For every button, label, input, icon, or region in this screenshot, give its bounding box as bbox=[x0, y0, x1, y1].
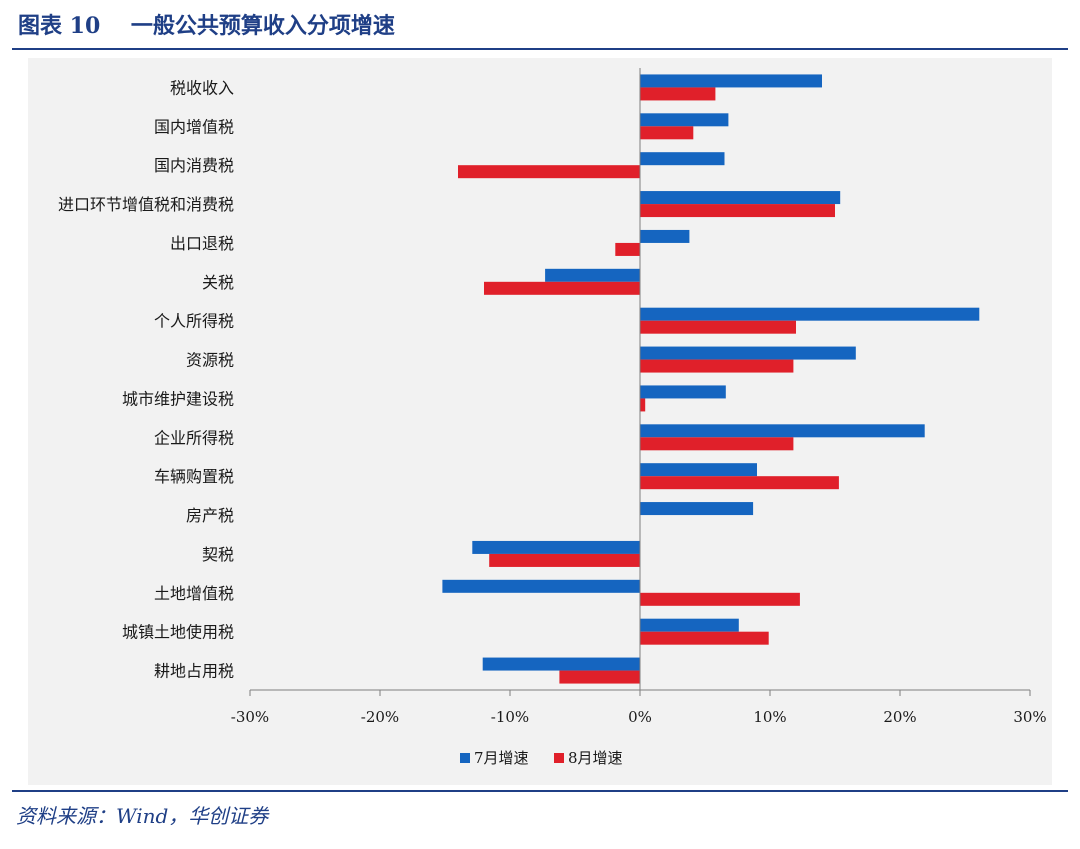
figure-header: 图表 10 一般公共预算收入分项增速 bbox=[12, 4, 1068, 42]
bar-1-14 bbox=[640, 618, 739, 632]
bar-2-10 bbox=[640, 476, 839, 490]
legend-swatch-2 bbox=[554, 753, 564, 763]
category-label-10: 车辆购置税 bbox=[154, 467, 234, 486]
category-label-15: 耕地占用税 bbox=[154, 662, 234, 681]
category-label-0: 税收收入 bbox=[170, 78, 234, 97]
bar-1-8 bbox=[640, 385, 726, 399]
bar-1-9 bbox=[640, 424, 925, 438]
x-tick-label-2: -10% bbox=[491, 708, 529, 726]
bar-2-15 bbox=[559, 670, 640, 684]
bar-1-2 bbox=[640, 152, 725, 166]
category-label-4: 出口退税 bbox=[170, 234, 234, 253]
bar-2-14 bbox=[640, 631, 769, 645]
bar-1-10 bbox=[640, 463, 757, 477]
bar-2-2 bbox=[458, 165, 640, 179]
bar-1-11 bbox=[640, 502, 754, 516]
category-label-5: 关税 bbox=[202, 273, 234, 292]
x-tick-label-3: 0% bbox=[628, 708, 652, 726]
legend-label-2: 8月增速 bbox=[568, 749, 623, 767]
bar-1-5 bbox=[545, 268, 640, 282]
x-tick-label-4: 10% bbox=[753, 708, 786, 726]
source-note: 资料来源：Wind，华创证券 bbox=[16, 804, 269, 828]
bar-2-6 bbox=[640, 320, 796, 334]
bar-1-4 bbox=[640, 229, 690, 243]
legend-swatch-1 bbox=[460, 753, 470, 763]
bar-1-6 bbox=[640, 307, 980, 321]
bar-1-15 bbox=[482, 657, 640, 671]
x-tick-label-5: 20% bbox=[883, 708, 916, 726]
bar-2-13 bbox=[640, 592, 800, 606]
bar-1-1 bbox=[640, 113, 729, 127]
bar-1-3 bbox=[640, 191, 841, 205]
category-label-1: 国内增值税 bbox=[154, 117, 234, 136]
bar-2-1 bbox=[640, 126, 694, 140]
figure-title: 图表 10 一般公共预算收入分项增速 bbox=[18, 13, 395, 39]
bar-2-12 bbox=[489, 553, 640, 567]
bar-2-5 bbox=[484, 281, 640, 295]
bar-chart: -30% -20% -10% 0% 10% 20% 30% 税收收入国内增值税国内消费税进口环… bbox=[58, 68, 1047, 767]
category-label-7: 资源税 bbox=[186, 351, 234, 370]
bar-1-0 bbox=[640, 74, 822, 88]
bar-2-9 bbox=[640, 437, 794, 451]
title-rule bbox=[12, 48, 1068, 50]
x-tick-label-6: 30% bbox=[1013, 708, 1046, 726]
bar-2-8 bbox=[640, 398, 646, 412]
bar-1-13 bbox=[442, 579, 640, 593]
category-label-12: 契税 bbox=[202, 545, 234, 564]
bar-2-3 bbox=[640, 204, 835, 218]
category-label-3: 进口环节增值税和消费税 bbox=[58, 195, 234, 214]
category-label-14: 城镇土地使用税 bbox=[122, 623, 234, 642]
legend-label-1: 7月增速 bbox=[474, 749, 529, 767]
category-label-6: 个人所得税 bbox=[154, 312, 234, 331]
category-label-13: 土地增值税 bbox=[154, 584, 234, 603]
bar-1-7 bbox=[640, 346, 856, 360]
bar-2-4 bbox=[615, 242, 640, 256]
chart-area: -30% -20% -10% 0% 10% 20% 30% 税收收入国内增值税国内消费税进口环… bbox=[28, 58, 1052, 785]
bar-2-7 bbox=[640, 359, 794, 373]
category-label-11: 房产税 bbox=[186, 506, 234, 525]
x-tick-label-1: -20% bbox=[361, 708, 399, 726]
bar-2-0 bbox=[640, 87, 716, 101]
category-label-2: 国内消费税 bbox=[154, 156, 234, 175]
source-rule bbox=[12, 790, 1068, 792]
x-tick-label-0: -30% bbox=[231, 708, 269, 726]
category-label-9: 企业所得税 bbox=[154, 428, 234, 447]
bar-1-12 bbox=[472, 540, 640, 554]
category-label-8: 城市维护建设税 bbox=[122, 389, 234, 408]
